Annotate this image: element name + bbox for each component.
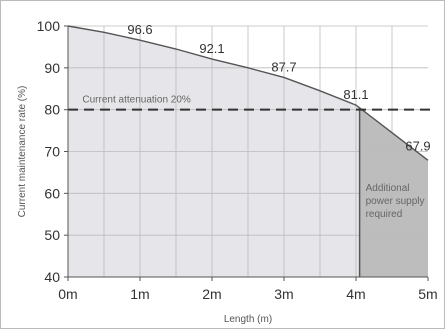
additional-region-fill: [359, 107, 428, 278]
x-tick-label: 2m: [202, 286, 221, 302]
data-label: 92.1: [199, 41, 224, 56]
threshold-label: Current attenuation 20%: [82, 95, 191, 106]
y-tick-label: 40: [44, 269, 60, 285]
data-label: 81.1: [343, 87, 368, 102]
data-label: 87.7: [271, 59, 296, 74]
y-tick-label: 80: [44, 102, 60, 118]
x-axis-title: Length (m): [224, 314, 272, 325]
y-tick-label: 70: [44, 144, 60, 160]
y-tick-label: 60: [44, 185, 60, 201]
additional-region-label: power supply: [366, 196, 425, 207]
x-tick-label: 5m: [418, 286, 437, 302]
x-tick-label: 3m: [274, 286, 293, 302]
y-tick-label: 50: [44, 227, 60, 243]
additional-region-label: required: [366, 209, 403, 220]
data-label: 96.6: [127, 22, 152, 37]
y-tick-label: 100: [37, 18, 61, 34]
x-tick-label: 0m: [58, 286, 77, 302]
x-tick-label: 1m: [130, 286, 149, 302]
series-line: [67, 25, 429, 161]
y-axis-title: Current maintenance rate (%): [17, 86, 28, 218]
x-tick-label: 4m: [346, 286, 365, 302]
additional-region-label: Additional: [366, 183, 410, 194]
y-tick-label: 90: [44, 60, 60, 76]
data-label: 67.9: [405, 138, 430, 153]
